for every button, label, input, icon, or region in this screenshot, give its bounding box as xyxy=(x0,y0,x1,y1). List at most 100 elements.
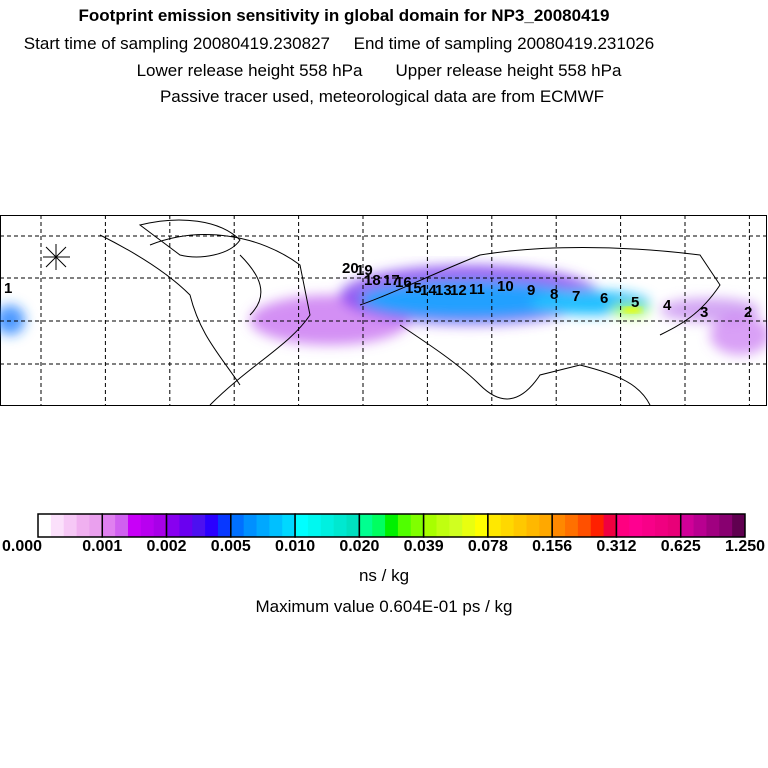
trajectory-label: 7 xyxy=(572,288,580,305)
colorbar-tick-label: 0.002 xyxy=(146,538,187,555)
colorbar-cell xyxy=(539,514,553,537)
colorbar-cell xyxy=(89,514,103,537)
colorbar-cell xyxy=(346,514,360,537)
colorbar-cell xyxy=(243,514,258,537)
colorbar-cell xyxy=(269,514,283,537)
trajectory-label: 17 xyxy=(383,272,400,289)
start-time: Start time of sampling 20080419.230827 E… xyxy=(23,34,655,53)
trajectory-label: 4 xyxy=(663,297,672,314)
colorbar-segment xyxy=(679,513,746,538)
colorbar-cell xyxy=(680,514,695,537)
release-marker xyxy=(43,244,70,270)
colorbar-cell xyxy=(693,514,707,537)
colorbar-cell xyxy=(706,514,720,537)
colorbar-cell xyxy=(552,514,566,537)
colorbar-cell xyxy=(526,514,540,537)
coastlines xyxy=(99,219,721,406)
colorbar-tick-label: 0.000 xyxy=(1,538,43,555)
trajectory-label: 6 xyxy=(600,290,608,307)
colorbar-cell xyxy=(462,514,476,537)
colorbar-cell xyxy=(513,514,527,537)
trajectory-label: 20 xyxy=(342,260,359,277)
colorbar-cell xyxy=(500,514,515,537)
colorbar xyxy=(37,513,746,538)
colorbar-tick-label: 0.020 xyxy=(339,538,380,555)
release-heights: Lower release height 558 hPa Upper relea… xyxy=(136,61,622,80)
colorbar-tick-label: 0.078 xyxy=(467,538,508,555)
colorbar-cell xyxy=(655,514,669,537)
colorbar-cell xyxy=(616,514,630,537)
colorbar-cell xyxy=(732,514,746,537)
upper-height: Upper release height 558 hPa xyxy=(395,61,622,80)
colorbar-cell xyxy=(397,514,412,537)
colorbar-tick-label: 0.010 xyxy=(275,538,316,555)
trajectory-label: 15 xyxy=(405,280,422,297)
colorbar-tick-label: 0.625 xyxy=(660,538,701,555)
gridlines xyxy=(0,215,768,406)
colorbar-cell xyxy=(217,514,232,537)
colorbar-cell xyxy=(475,514,489,537)
trajectory-label: 1 xyxy=(4,280,12,297)
end-time: End time of sampling 20080419.231026 xyxy=(353,34,655,53)
colorbar-cell xyxy=(179,514,193,537)
trajectory-label: 12 xyxy=(450,282,467,299)
colorbar-cell xyxy=(629,514,643,537)
colorbar-cell xyxy=(127,514,142,537)
tracer-note: Passive tracer used, meteorological data… xyxy=(159,87,605,106)
max-value: Maximum value 0.604E-01 ps / kg xyxy=(255,597,513,616)
colorbar-tick-label: 0.312 xyxy=(596,538,637,555)
trajectory-label: 14 xyxy=(420,282,437,299)
trajectory-label: 5 xyxy=(631,294,639,311)
colorbar-cell xyxy=(603,514,617,537)
colorbar-cell xyxy=(192,514,206,537)
colorbar-tick-label: 1.250 xyxy=(724,538,766,555)
colorbar-cell xyxy=(320,514,335,537)
colorbar-cell xyxy=(577,514,592,537)
colorbar-cell xyxy=(333,514,348,537)
colorbar-cell xyxy=(63,514,78,537)
colorbar-cell xyxy=(166,514,180,537)
colorbar-cell xyxy=(667,514,682,537)
colorbar-cell xyxy=(642,514,656,537)
chart-title: Footprint emission sensitivity in global… xyxy=(78,6,610,25)
colorbar-cell xyxy=(115,514,129,537)
colorbar-cell xyxy=(565,514,579,537)
trajectory-label: 8 xyxy=(550,286,558,303)
trajectory-label: 3 xyxy=(700,304,708,321)
colorbar-cell xyxy=(423,514,437,537)
colorbar-tick-label: 0.039 xyxy=(403,538,444,555)
colorbar-cell xyxy=(140,514,155,537)
colorbar-cell xyxy=(359,514,373,537)
colorbar-cell xyxy=(590,514,605,537)
trajectory-label: 19 xyxy=(356,262,373,279)
colorbar-tick-label: 0.001 xyxy=(82,538,123,555)
colorbar-cell xyxy=(295,514,309,537)
colorbar-cell xyxy=(487,514,502,537)
colorbar-cell xyxy=(719,514,733,537)
colorbar-cell xyxy=(449,514,463,537)
colorbar-cell xyxy=(76,514,90,537)
trajectory-label: 10 xyxy=(497,278,514,295)
trajectory-label: 9 xyxy=(527,282,535,299)
colorbar-unit: ns / kg xyxy=(358,566,410,585)
colorbar-cell xyxy=(205,514,219,537)
colorbar-cell xyxy=(230,514,245,537)
colorbar-cell xyxy=(102,514,116,537)
colorbar-cell xyxy=(372,514,386,537)
trajectory-label: 11 xyxy=(469,281,485,298)
trajectory-label: 18 xyxy=(364,272,381,289)
colorbar-tick-label: 0.005 xyxy=(210,538,251,555)
colorbar-cell xyxy=(282,514,296,537)
trajectory-label: 2 xyxy=(744,304,752,321)
colorbar-cell xyxy=(38,514,52,537)
colorbar-cell xyxy=(307,514,322,537)
colorbar-cell xyxy=(50,514,65,537)
trajectory-label: 16 xyxy=(395,274,412,291)
colorbar-cell xyxy=(410,514,425,537)
colorbar-cell xyxy=(153,514,168,537)
colorbar-cell xyxy=(256,514,270,537)
colorbar-tick-label: 0.156 xyxy=(532,538,573,555)
colorbar-cell xyxy=(436,514,450,537)
trajectory-label: 13 xyxy=(435,282,452,299)
